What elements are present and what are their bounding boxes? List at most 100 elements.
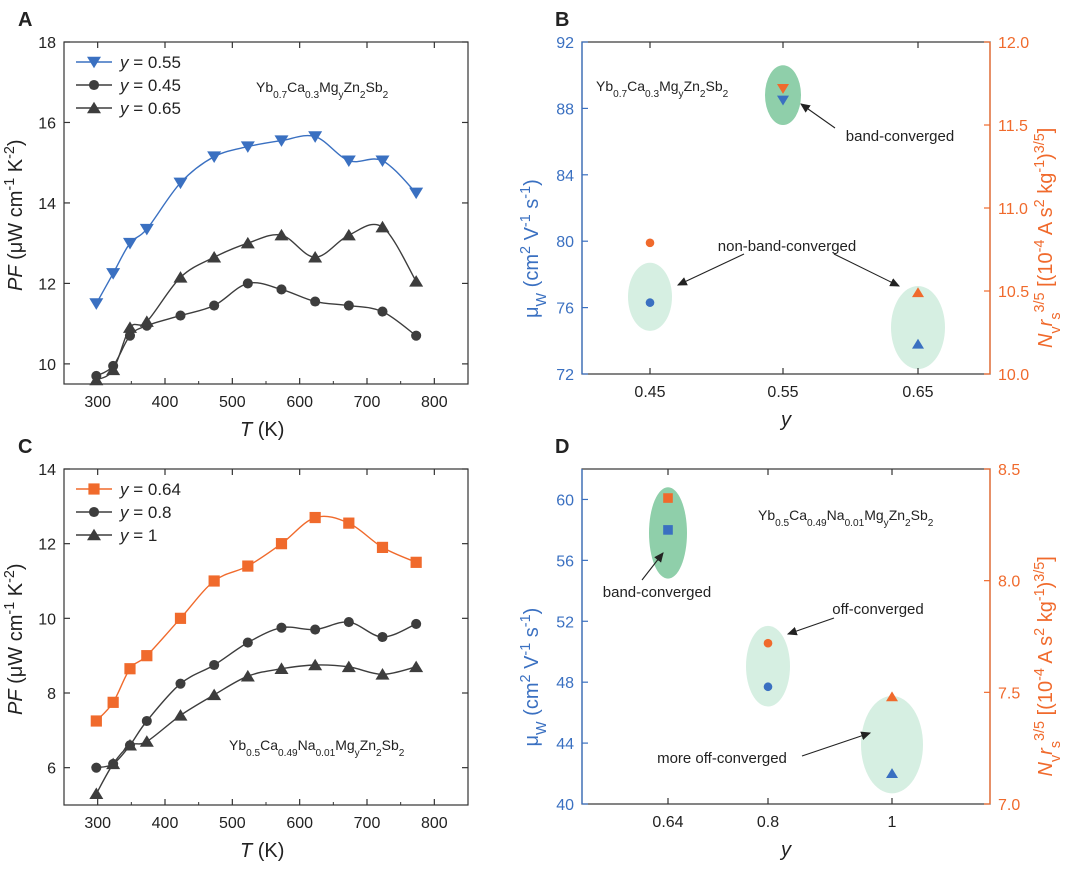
y-right-tick-label: 8.0 [998,574,1020,591]
x-tick-label: 800 [421,815,448,832]
nv-point [886,691,898,702]
data-point [89,787,104,800]
y-tick-label: 16 [38,115,56,132]
data-point [175,678,186,689]
data-point [375,220,390,233]
y-right-tick-label: 10.5 [998,284,1029,301]
x-tick-label: 0.64 [652,814,683,831]
data-point [274,662,289,674]
data-point [207,688,222,701]
data-point [139,223,154,236]
x-tick-label: 300 [84,394,111,411]
data-point [175,310,186,321]
data-point [308,131,323,143]
y-tick-label: 8 [47,686,56,703]
annotation-label: band-converged [603,584,711,601]
y-axis-title: PF (μW cm-1 K-2) [2,563,27,715]
data-point [208,575,220,587]
y-left-tick-label: 72 [556,367,574,384]
data-point [375,155,390,167]
data-point [207,151,222,163]
y-right-tick-label: 12.0 [998,35,1029,52]
y-left-tick-label: 88 [556,101,574,118]
data-point [139,315,154,327]
compound-label-b: Yb0.7Ca0.3MgyZn2Sb2 [596,78,729,100]
series-line-0 [95,134,417,304]
series-line-0 [95,515,417,722]
data-point [343,517,355,529]
x-tick-label: 600 [286,394,313,411]
data-point [107,696,119,708]
annotation-label: band-converged [846,128,954,145]
data-point [240,236,255,249]
mu-point [777,95,789,106]
y-right-tick-label: 8.5 [998,462,1020,479]
series-line-2 [95,664,417,795]
y-left-tick-label: 52 [556,614,574,631]
y-right-tick-label: 11.0 [998,201,1028,218]
nv-point [645,238,655,248]
y-tick-label: 14 [38,196,56,213]
data-point [141,715,152,727]
x-axis-title: y [779,839,792,861]
data-point [309,511,321,524]
data-point [106,757,121,770]
data-point [275,538,288,550]
data-point [310,624,321,635]
data-point [375,668,390,680]
data-point [276,622,287,633]
mu-point [763,682,773,692]
y-left-axis-title: μW (cm2 V-1 s-1) [518,179,550,318]
legend-label: y = 0.65 [119,99,181,118]
panel-letter-a: A [18,9,32,31]
y-left-tick-label: 60 [556,492,574,509]
nv-point [777,83,789,94]
data-point [377,306,388,317]
y-left-axis-title: μW (cm2 V-1 s-1) [518,608,550,747]
compound-label: Yb0.7Ca0.3MgyZn2Sb2 [256,79,389,101]
data-point [343,617,354,628]
mu-point [912,338,924,349]
data-point [409,660,424,673]
series-line-2 [95,223,417,381]
data-point [209,300,220,311]
x-tick-label: 500 [219,815,246,832]
data-point [89,298,104,310]
legend-marker [87,56,101,69]
compound-label: Yb0.5Ca0.49Na0.01MgyZn2Sb2 [229,737,405,759]
x-tick-label: 0.8 [757,814,779,831]
data-point [207,250,222,263]
data-point [242,560,254,572]
legend-label: y = 0.64 [119,480,181,499]
x-axis-title: y [779,409,792,431]
y-axis-title: PF (μW cm-1 K-2) [2,139,27,291]
legend-label: y = 0.55 [119,53,181,72]
x-tick-label: 400 [152,815,179,832]
y-tick-label: 12 [38,537,56,554]
annotation-arrow [677,253,745,286]
highlight-ellipse [765,65,801,125]
data-point [90,715,102,727]
x-tick-label: 500 [219,394,246,411]
legend-marker [88,79,100,91]
data-point [122,738,137,751]
x-tick-label: 600 [286,815,313,832]
data-point [274,228,289,241]
panel-letter-c: C [18,436,32,458]
y-right-axis-title: Nvrs3/5 [(10-4 A s2 kg-1)3/5] [1032,128,1064,348]
annotation-arrow [786,617,835,636]
annotation-arrow [800,103,836,129]
data-point [409,275,424,287]
y-right-tick-label: 7.5 [998,685,1020,702]
data-point [341,228,356,241]
x-tick-label: 800 [421,394,448,411]
data-point [106,363,121,376]
nv-point [663,493,673,503]
data-point [308,658,323,671]
data-point [124,330,136,341]
y-left-tick-label: 44 [556,736,574,753]
data-point [310,296,321,307]
x-tick-label: 0.65 [902,384,933,401]
compound-label-d: Yb0.5Ca0.49Na0.01MgyZn2Sb2 [758,507,934,529]
